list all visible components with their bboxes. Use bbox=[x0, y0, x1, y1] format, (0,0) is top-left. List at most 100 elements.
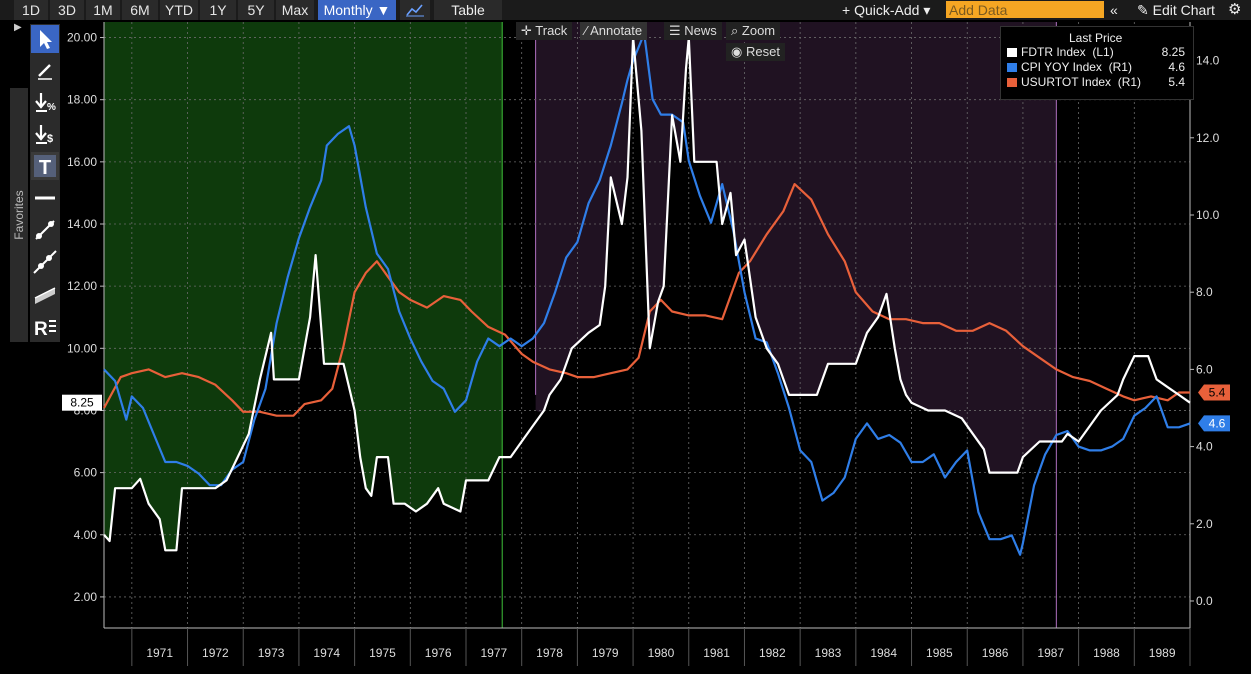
x-tick-label: 1983 bbox=[815, 646, 842, 660]
range-max[interactable]: Max bbox=[276, 0, 314, 20]
horizontal-line-tool[interactable] bbox=[31, 184, 59, 212]
palette-collapse-icon[interactable]: ▶ bbox=[14, 22, 22, 33]
legend-value: 8.25 bbox=[1161, 45, 1185, 59]
channel-tool[interactable] bbox=[31, 280, 59, 308]
series-line-3 bbox=[103, 183, 1190, 417]
right-tick-label: 10.0 bbox=[1196, 208, 1220, 222]
quick-add-button[interactable]: + Quick-Add ▾ bbox=[842, 2, 931, 18]
range-1y[interactable]: 1Y bbox=[200, 0, 236, 20]
gear-icon[interactable]: ⚙ bbox=[1228, 1, 1242, 18]
cpi-value-tag-bg bbox=[1198, 415, 1230, 432]
news-button[interactable]: ☰ News bbox=[664, 22, 722, 40]
range-1m[interactable]: 1M bbox=[86, 0, 120, 20]
track-label: Track bbox=[535, 23, 568, 38]
right-tick-label: 6.0 bbox=[1196, 362, 1213, 376]
legend-name: USURTOT Index (R1) bbox=[1021, 75, 1142, 89]
x-tick-label: 1985 bbox=[926, 646, 953, 660]
x-tick-label: 1987 bbox=[1037, 646, 1064, 660]
collapse-button[interactable]: « bbox=[1110, 2, 1118, 18]
ray-line-tool[interactable] bbox=[31, 248, 59, 276]
add-data-input[interactable] bbox=[946, 1, 1104, 18]
x-tick-label: 1973 bbox=[258, 646, 285, 660]
legend-swatch bbox=[1007, 78, 1017, 87]
left-tick-label: 10.00 bbox=[67, 341, 97, 355]
x-tick-label: 1977 bbox=[480, 646, 507, 660]
pen-tool[interactable] bbox=[31, 56, 59, 84]
left-value-tag: 8.25 bbox=[70, 396, 94, 410]
shaded-region-2 bbox=[535, 22, 1057, 473]
x-tick-label: 1980 bbox=[648, 646, 675, 660]
trend-line-tool[interactable] bbox=[31, 216, 59, 244]
series-line-1 bbox=[103, 36, 1191, 552]
annotate-label: Annotate bbox=[590, 23, 643, 38]
legend-item[interactable]: FDTR Index (L1) 8.25 bbox=[1007, 45, 1193, 60]
svg-text:%: % bbox=[47, 102, 56, 113]
pointer-tool[interactable] bbox=[31, 25, 59, 53]
news-icon: ☰ bbox=[669, 23, 685, 38]
x-tick-label: 1981 bbox=[703, 646, 730, 660]
x-tick-label: 1982 bbox=[759, 646, 786, 660]
table-button[interactable]: Table bbox=[434, 0, 502, 20]
text-tool[interactable]: T bbox=[31, 152, 59, 180]
regression-icon: R bbox=[34, 319, 56, 340]
cpi-value-tag: 4.6 bbox=[1209, 416, 1226, 430]
x-tick-label: 1972 bbox=[202, 646, 229, 660]
right-tick-label: 4.0 bbox=[1196, 440, 1213, 454]
left-tick-label: 20.00 bbox=[67, 31, 97, 45]
reset-button[interactable]: ◉ Reset bbox=[726, 43, 785, 61]
dollar-arrow-icon: $ bbox=[35, 125, 53, 145]
unemp-value-tag-bg bbox=[1198, 384, 1230, 401]
legend-item[interactable]: CPI YOY Index (R1) 4.6 bbox=[1007, 60, 1193, 75]
shaded-region-1 bbox=[104, 22, 503, 551]
horizontal-line-icon bbox=[35, 196, 55, 200]
edit-chart-button[interactable]: ✎ Edit Chart bbox=[1137, 2, 1215, 18]
drawing-tool-palette: % $ T R bbox=[30, 24, 60, 342]
top-toolbar: 1D 3D 1M 6M YTD 1Y 5Y Max Monthly ▼ Table + Qui… bbox=[0, 0, 1251, 20]
right-tick-label: 2.0 bbox=[1196, 517, 1213, 531]
annotate-icon: ⁄ bbox=[585, 23, 591, 38]
x-tick-label: 1986 bbox=[982, 646, 1009, 660]
zoom-button[interactable]: ⌕ Zoom bbox=[726, 22, 781, 40]
chart-type-button[interactable] bbox=[400, 0, 430, 20]
crosshair-icon: ✛ bbox=[521, 23, 536, 38]
price-change-tool[interactable]: $ bbox=[31, 120, 59, 148]
pen-icon bbox=[38, 64, 52, 80]
legend-value: 4.6 bbox=[1168, 60, 1185, 74]
axes bbox=[103, 22, 1191, 666]
x-tick-label: 1976 bbox=[425, 646, 452, 660]
favorites-tab[interactable]: Favorites bbox=[10, 88, 28, 342]
legend-header: Last Price bbox=[1069, 31, 1123, 45]
line-chart-icon bbox=[406, 4, 424, 17]
left-tick-label: 12.00 bbox=[67, 279, 97, 293]
legend-item[interactable]: USURTOT Index (R1) 5.4 bbox=[1007, 75, 1193, 90]
svg-text:$: $ bbox=[47, 133, 53, 145]
range-1d[interactable]: 1D bbox=[14, 0, 48, 20]
region-lower-shadow bbox=[104, 540, 503, 628]
left-tick-label: 2.00 bbox=[74, 590, 98, 604]
regression-tool[interactable]: R bbox=[31, 312, 59, 340]
text-icon: T bbox=[34, 155, 56, 179]
right-tick-label: 8.0 bbox=[1196, 285, 1213, 299]
left-tick-label: 18.00 bbox=[67, 93, 97, 107]
track-button[interactable]: ✛ Track bbox=[516, 22, 573, 40]
x-tick-label: 1988 bbox=[1093, 646, 1120, 660]
range-5y[interactable]: 5Y bbox=[238, 0, 274, 20]
range-3d[interactable]: 3D bbox=[50, 0, 84, 20]
left-tick-label: 14.00 bbox=[67, 217, 97, 231]
x-tick-label: 1975 bbox=[369, 646, 396, 660]
reset-icon: ◉ bbox=[731, 44, 746, 59]
left-value-tag-bg bbox=[62, 394, 102, 411]
annotate-button[interactable]: ⁄ Annotate bbox=[580, 22, 648, 40]
legend-value: 5.4 bbox=[1168, 75, 1185, 89]
last-value-tags: 8.25 5.4 4.6 bbox=[62, 384, 1230, 432]
legend-name: FDTR Index (L1) bbox=[1021, 45, 1114, 59]
range-ytd[interactable]: YTD bbox=[160, 0, 198, 20]
frequency-dropdown[interactable]: Monthly ▼ bbox=[318, 0, 396, 20]
zoom-label: Zoom bbox=[741, 23, 776, 38]
range-6m[interactable]: 6M bbox=[122, 0, 158, 20]
x-tick-label: 1984 bbox=[870, 646, 897, 660]
left-tick-label: 4.00 bbox=[74, 528, 98, 542]
left-tick-label: 6.00 bbox=[74, 466, 98, 480]
percent-change-tool[interactable]: % bbox=[31, 88, 59, 116]
